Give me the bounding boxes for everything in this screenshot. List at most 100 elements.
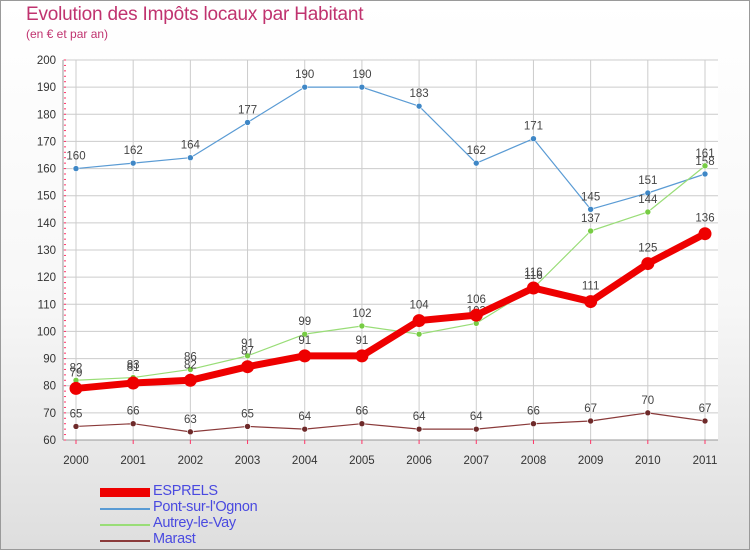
data-label: 91 bbox=[298, 335, 311, 347]
data-point bbox=[355, 349, 369, 363]
data-label: 190 bbox=[295, 69, 314, 81]
data-point bbox=[301, 83, 309, 91]
y-tick-label: 160 bbox=[37, 164, 56, 176]
y-tick-label: 170 bbox=[37, 136, 56, 148]
y-tick-label: 110 bbox=[38, 299, 56, 311]
data-label: 64 bbox=[413, 411, 426, 423]
y-tick-label: 120 bbox=[37, 272, 56, 284]
data-point bbox=[244, 352, 251, 360]
data-label: 104 bbox=[409, 300, 429, 312]
data-point bbox=[701, 417, 709, 425]
x-tick-label: 2008 bbox=[521, 455, 547, 467]
data-point bbox=[183, 373, 197, 387]
data-label: 102 bbox=[352, 308, 371, 320]
data-point bbox=[241, 360, 255, 374]
data-label: 99 bbox=[298, 316, 311, 328]
series-line bbox=[75, 86, 706, 210]
data-label: 65 bbox=[241, 408, 254, 420]
data-label: 65 bbox=[70, 408, 83, 420]
data-label: 82 bbox=[184, 359, 197, 371]
x-tick-label: 2011 bbox=[693, 455, 718, 467]
data-label: 82 bbox=[70, 362, 83, 374]
data-point bbox=[358, 420, 366, 428]
data-point bbox=[298, 349, 312, 363]
data-point bbox=[644, 409, 652, 417]
data-point bbox=[415, 102, 423, 110]
data-point bbox=[301, 330, 309, 338]
y-tick-label: 140 bbox=[37, 218, 56, 230]
y-tick-label: 60 bbox=[43, 435, 56, 447]
series-line bbox=[72, 230, 709, 392]
series-line bbox=[75, 165, 706, 381]
data-label: 144 bbox=[638, 194, 658, 206]
data-label: 151 bbox=[638, 175, 657, 187]
y-tick-label: 70 bbox=[43, 408, 56, 420]
data-point bbox=[701, 170, 709, 178]
data-label: 66 bbox=[527, 406, 540, 418]
data-point bbox=[415, 330, 423, 338]
data-point bbox=[698, 227, 712, 241]
x-tick-label: 2000 bbox=[63, 455, 89, 467]
x-tick-label: 2009 bbox=[578, 455, 604, 467]
chart-title: Evolution des Impôts locaux par Habitant bbox=[26, 4, 364, 25]
legend-label: Autrey-le-Vay bbox=[153, 515, 236, 531]
y-tick-label: 130 bbox=[37, 245, 56, 257]
series-line bbox=[75, 412, 706, 433]
data-label: 91 bbox=[356, 335, 369, 347]
data-point bbox=[587, 227, 594, 235]
data-point bbox=[187, 428, 194, 436]
data-label: 171 bbox=[524, 121, 543, 133]
data-point bbox=[358, 83, 366, 91]
chart-subtitle: (en € et par an) bbox=[26, 27, 109, 41]
data-label: 87 bbox=[241, 346, 254, 358]
data-label: 64 bbox=[298, 411, 311, 423]
data-point bbox=[701, 162, 709, 170]
data-point bbox=[472, 159, 480, 167]
x-tick-label: 2007 bbox=[463, 455, 489, 467]
data-label: 83 bbox=[127, 360, 140, 372]
x-tick-label: 2002 bbox=[178, 455, 204, 467]
data-point bbox=[530, 135, 537, 143]
data-point bbox=[126, 376, 140, 390]
data-label: 63 bbox=[184, 414, 197, 426]
data-label: 67 bbox=[584, 403, 597, 415]
data-label: 161 bbox=[695, 148, 714, 160]
data-point bbox=[69, 381, 83, 395]
data-point bbox=[129, 420, 137, 428]
x-tick-label: 2005 bbox=[349, 455, 375, 467]
data-point bbox=[415, 425, 423, 433]
data-point bbox=[301, 425, 309, 433]
x-tick-label: 2006 bbox=[406, 455, 432, 467]
legend-swatch bbox=[100, 488, 150, 497]
x-tick-label: 2004 bbox=[292, 455, 318, 467]
data-point bbox=[129, 159, 137, 167]
data-label: 164 bbox=[181, 140, 201, 152]
data-point bbox=[472, 425, 480, 433]
data-label: 106 bbox=[467, 294, 486, 306]
data-label: 66 bbox=[356, 406, 369, 418]
y-tick-label: 80 bbox=[43, 381, 56, 393]
data-point bbox=[244, 119, 251, 126]
data-point bbox=[244, 423, 251, 430]
data-label: 158 bbox=[695, 156, 714, 168]
y-tick-label: 100 bbox=[37, 326, 56, 338]
data-label: 91 bbox=[241, 338, 254, 350]
data-label: 79 bbox=[70, 367, 83, 379]
data-point bbox=[358, 322, 366, 330]
y-tick-label: 200 bbox=[37, 55, 56, 67]
data-label: 70 bbox=[641, 395, 654, 407]
legend-label: Marast bbox=[153, 531, 196, 547]
data-label: 160 bbox=[66, 151, 85, 163]
data-point bbox=[530, 420, 537, 428]
legend-swatch bbox=[100, 540, 150, 542]
data-label: 136 bbox=[695, 213, 714, 225]
data-point bbox=[187, 366, 194, 373]
series-marast: 65 66 63 65 64 66 64 64 66 67 70 67 bbox=[70, 395, 712, 436]
data-label: 125 bbox=[638, 243, 657, 255]
data-label: 67 bbox=[699, 403, 712, 415]
y-tick-label: 180 bbox=[37, 109, 56, 121]
data-label: 81 bbox=[127, 362, 140, 374]
series-pont-sur-l-ognon: 160 162 164 177 190 190 183 162 171 145 151 158 bbox=[66, 69, 715, 213]
x-tick-label: 2010 bbox=[635, 455, 661, 467]
data-label: 190 bbox=[352, 69, 371, 81]
